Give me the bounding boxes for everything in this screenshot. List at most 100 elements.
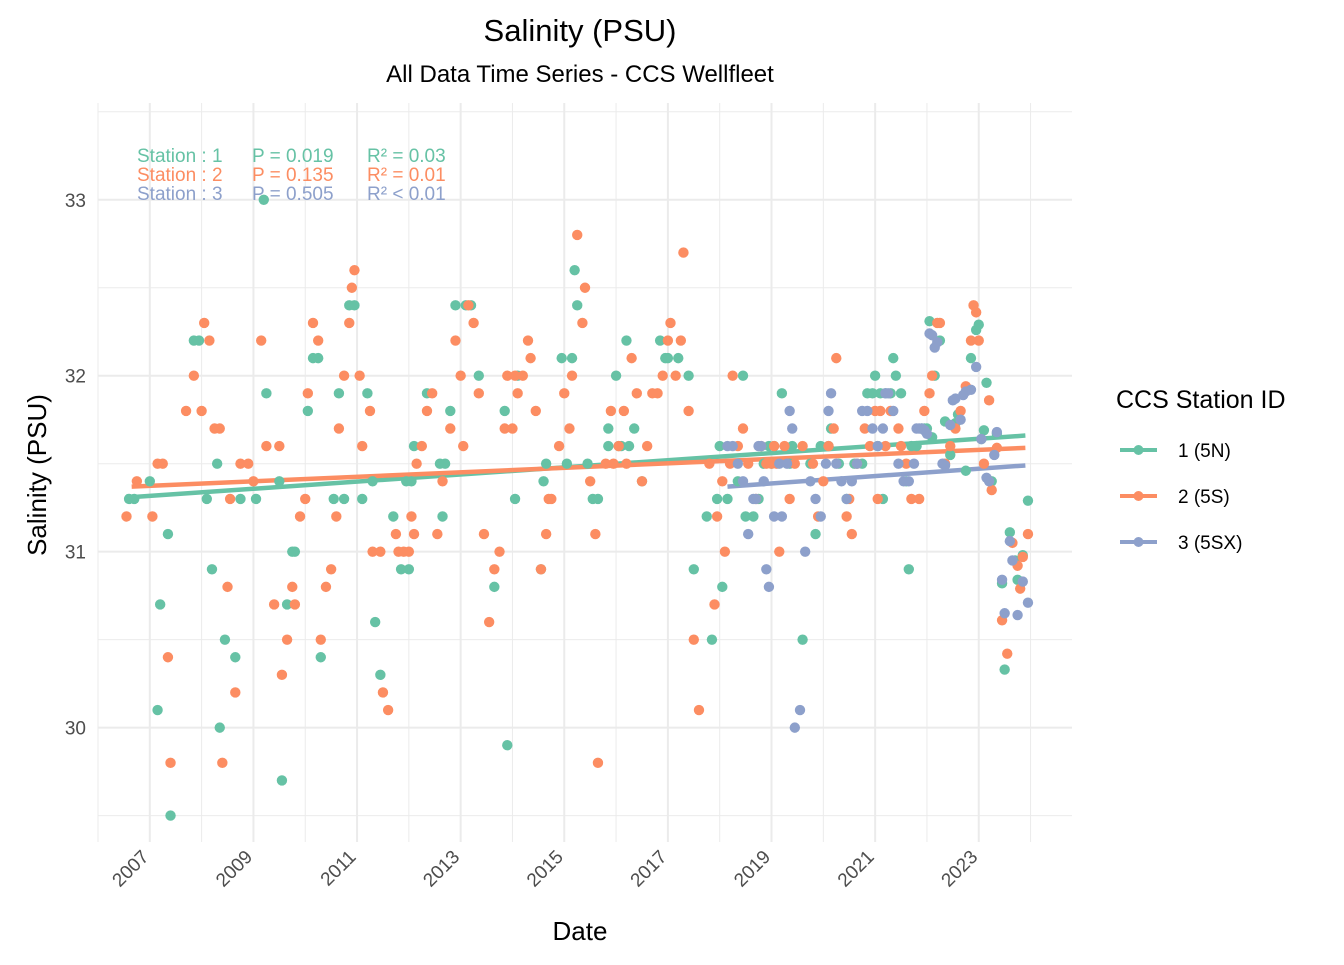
data-point-station-3 xyxy=(970,361,982,373)
data-point-station-2 xyxy=(131,476,143,487)
data-point-station-3 xyxy=(862,405,873,417)
stat-station-label: Station : 1 xyxy=(137,146,223,167)
data-point-station-2 xyxy=(157,458,168,469)
data-point-station-2 xyxy=(831,352,842,364)
data-point-station-2 xyxy=(572,229,583,241)
data-point-station-3 xyxy=(1004,535,1016,547)
data-point-station-2 xyxy=(230,687,241,698)
data-point-station-3 xyxy=(815,511,826,522)
data-point-station-1 xyxy=(629,423,640,434)
legend: CCS Station ID 1 (5N) 2 (5S) 3 (5SX) xyxy=(1116,386,1286,554)
data-point-station-1 xyxy=(1004,527,1016,538)
stat-annotation-station-1: Station : 1 P = 0.019 R² = 0.03 xyxy=(137,146,446,167)
data-points xyxy=(121,194,1034,821)
data-point-station-3 xyxy=(823,405,834,417)
data-point-station-3 xyxy=(999,608,1010,619)
y-tick-label: 31 xyxy=(65,543,86,564)
data-point-station-3 xyxy=(742,528,754,540)
data-point-station-3 xyxy=(1007,555,1018,566)
data-point-station-2 xyxy=(841,511,852,522)
data-point-station-2 xyxy=(859,423,870,434)
data-point-station-3 xyxy=(755,440,767,452)
data-point-station-1 xyxy=(250,493,262,505)
data-point-station-1 xyxy=(566,352,578,364)
data-point-station-1 xyxy=(276,775,288,786)
stat-p-value: P = 0.019 xyxy=(252,146,334,167)
data-point-station-2 xyxy=(919,405,930,417)
data-point-station-1 xyxy=(890,370,902,381)
stat-r2-value: R² = 0.01 xyxy=(367,165,446,186)
data-point-station-2 xyxy=(893,423,904,434)
data-point-station-2 xyxy=(789,458,801,469)
data-point-station-1 xyxy=(706,634,718,645)
data-point-station-2 xyxy=(162,652,174,663)
data-point-station-3 xyxy=(784,405,795,417)
data-point-station-1 xyxy=(981,377,992,388)
data-point-station-2 xyxy=(742,458,754,469)
data-point-station-2 xyxy=(196,405,207,417)
data-point-station-1 xyxy=(903,564,915,575)
data-point-station-1 xyxy=(888,352,899,364)
data-point-station-2 xyxy=(281,634,293,645)
data-point-station-2 xyxy=(711,511,723,522)
data-point-station-2 xyxy=(289,599,301,610)
data-point-station-2 xyxy=(302,388,314,399)
stat-p-value: P = 0.505 xyxy=(252,184,334,205)
data-point-station-3 xyxy=(1012,609,1023,621)
chart-title: Salinity (PSU) xyxy=(484,13,677,48)
data-point-station-1 xyxy=(211,458,223,469)
data-point-station-3 xyxy=(921,428,933,439)
data-point-station-2 xyxy=(222,581,233,593)
data-point-station-3 xyxy=(768,511,780,522)
data-point-station-1 xyxy=(787,440,798,452)
data-point-station-2 xyxy=(564,423,575,434)
data-point-station-3 xyxy=(841,493,852,505)
legend-title: CCS Station ID xyxy=(1116,386,1286,414)
data-point-station-2 xyxy=(675,335,687,346)
data-point-station-2 xyxy=(670,370,681,381)
data-point-station-2 xyxy=(530,405,541,417)
data-point-station-2 xyxy=(605,405,617,417)
data-point-station-1 xyxy=(388,511,399,522)
data-point-station-1 xyxy=(1022,495,1034,506)
data-point-station-1 xyxy=(688,564,699,575)
data-point-station-2 xyxy=(592,757,604,769)
data-point-station-3 xyxy=(939,460,951,471)
data-point-station-2 xyxy=(641,440,653,452)
data-point-station-1 xyxy=(369,616,381,628)
data-point-station-2 xyxy=(657,370,668,381)
data-point-station-1 xyxy=(717,581,728,593)
data-point-station-2 xyxy=(473,388,484,399)
data-point-station-2 xyxy=(344,317,355,329)
data-point-station-2 xyxy=(248,476,259,487)
data-point-station-2 xyxy=(525,352,536,364)
data-point-station-1 xyxy=(654,335,666,346)
data-point-station-2 xyxy=(426,388,438,399)
data-point-station-2 xyxy=(652,388,663,399)
y-axis-ticks: 30 31 32 33 xyxy=(65,191,86,740)
data-point-station-1 xyxy=(235,493,246,505)
data-point-station-2 xyxy=(540,528,552,540)
data-point-station-2 xyxy=(973,335,984,346)
data-point-station-3 xyxy=(888,405,899,417)
data-point-station-3 xyxy=(950,393,961,404)
data-point-station-2 xyxy=(590,528,601,540)
stat-annotation-station-2: Station : 2 P = 0.135 R² = 0.01 xyxy=(137,165,446,186)
data-point-station-2 xyxy=(364,405,376,417)
data-point-station-2 xyxy=(913,493,925,505)
data-point-station-1 xyxy=(406,476,417,487)
data-point-station-3 xyxy=(732,458,744,469)
data-point-station-1 xyxy=(357,493,368,505)
data-point-station-2 xyxy=(779,440,790,452)
data-point-station-2 xyxy=(553,440,565,452)
data-point-station-1 xyxy=(362,388,373,399)
data-point-station-1 xyxy=(502,740,513,751)
data-point-station-2 xyxy=(390,528,402,540)
data-point-station-2 xyxy=(626,352,637,364)
stat-station-label: Station : 3 xyxy=(137,184,223,205)
data-point-station-1 xyxy=(395,564,407,575)
data-point-station-2 xyxy=(584,476,596,487)
data-point-station-1 xyxy=(445,405,456,417)
data-point-station-2 xyxy=(294,511,306,522)
